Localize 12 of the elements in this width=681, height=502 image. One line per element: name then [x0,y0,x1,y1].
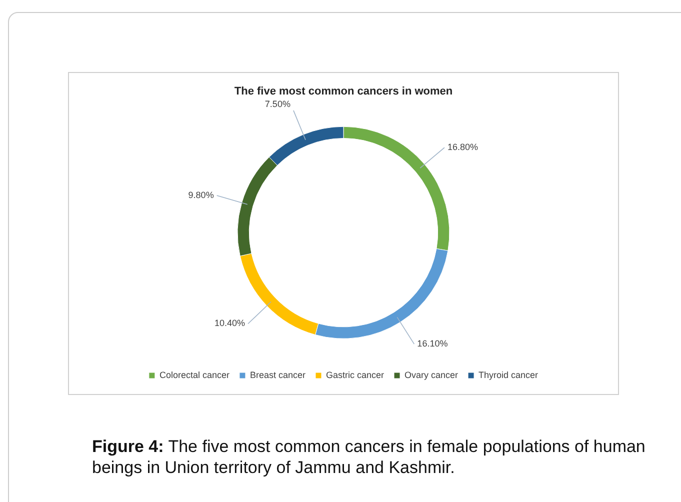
legend-label: Breast cancer [250,370,306,380]
legend-label: Thyroid cancer [478,370,538,380]
chart-title: The five most common cancers in women [234,86,453,98]
legend-label: Gastric cancer [326,370,384,380]
data-label: 7.50% [264,98,290,109]
legend-label: Colorectal cancer [159,370,230,380]
data-label: 16.10% [417,338,448,349]
legend-label: Ovary cancer [404,370,458,380]
data-label: 9.80% [188,190,214,200]
data-label: 10.40% [214,318,246,328]
data-label: 16.80% [447,142,478,152]
caption: Figure 4: The five most common cancers in female populations of human beings in Union territory of Jammu and Kashmir. [92,436,646,478]
